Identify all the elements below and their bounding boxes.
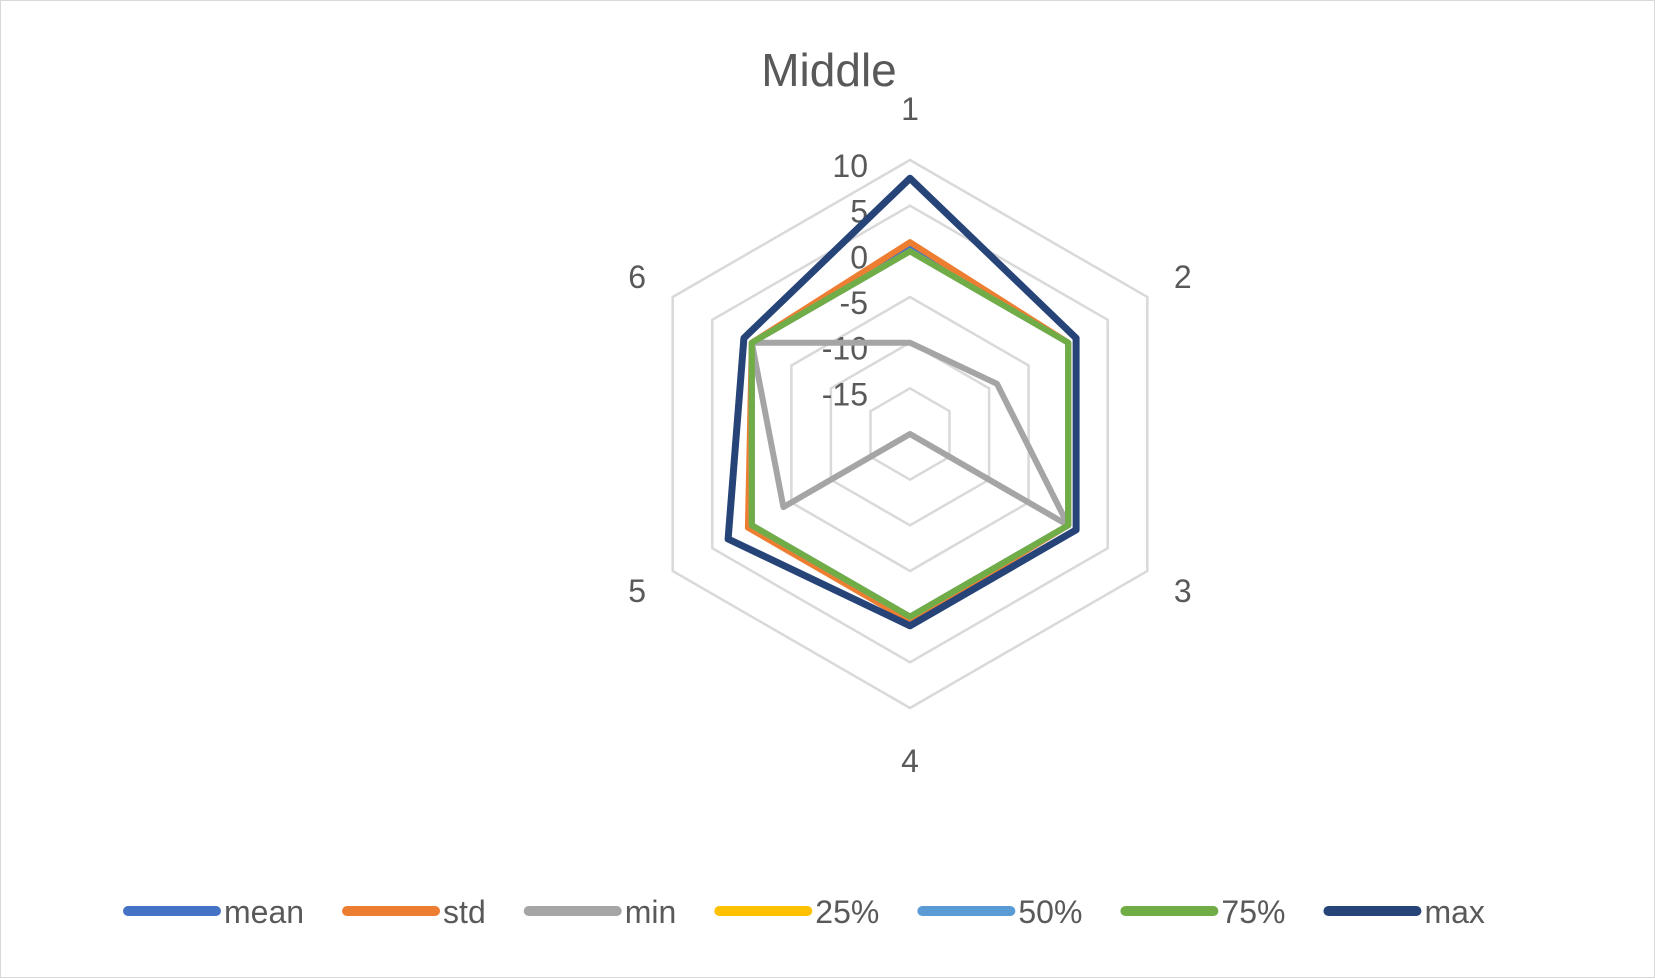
legend-label: std [443, 894, 486, 930]
legend-label: 50% [1018, 894, 1082, 930]
category-label: 2 [1174, 259, 1192, 295]
tick-label: -10 [822, 331, 868, 367]
chart-title: Middle [761, 44, 897, 96]
category-label: 4 [901, 743, 919, 779]
tick-label: 10 [832, 148, 868, 184]
legend-label: min [625, 894, 677, 930]
category-label: 5 [628, 573, 646, 609]
legend-label: mean [224, 894, 304, 930]
category-label: 1 [901, 91, 919, 127]
category-labels: 1 2 3 4 5 6 [628, 91, 1191, 779]
grid-ring [711, 204, 1109, 664]
legend: mean std min 25% 50% 75% max [123, 894, 1485, 930]
tick-label: 0 [850, 239, 868, 275]
legend-label: 75% [1221, 894, 1285, 930]
legend-label: 25% [815, 894, 879, 930]
grid-ring [869, 386, 951, 482]
category-label: 3 [1174, 573, 1192, 609]
series-lines [724, 174, 1080, 630]
series-line [748, 248, 1072, 620]
grid-ring [790, 295, 1030, 573]
legend-label: max [1424, 894, 1484, 930]
grid-ring [671, 158, 1149, 710]
grid-ring [829, 341, 991, 527]
tick-label: -15 [822, 376, 868, 412]
series-line [724, 174, 1080, 630]
category-label: 6 [628, 259, 646, 295]
series-line [748, 339, 1072, 529]
